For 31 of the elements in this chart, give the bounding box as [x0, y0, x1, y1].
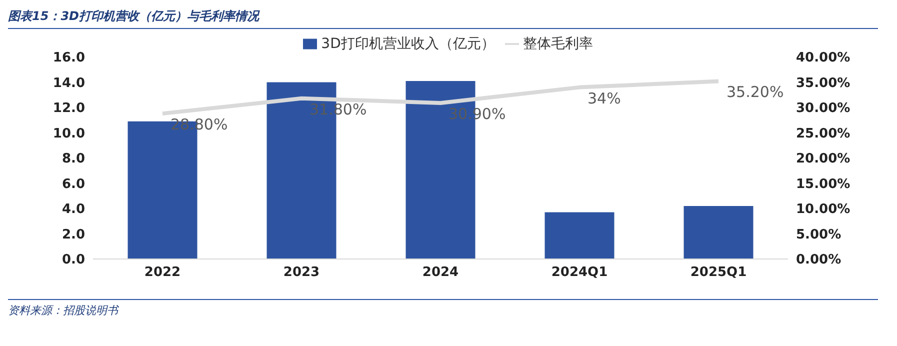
- x-tick-label: 2024: [422, 265, 459, 280]
- y-tick-label: 10.0: [52, 126, 85, 142]
- y2-tick-label: 5.00%: [796, 227, 842, 242]
- chart-title: 图表15：3D打印机营收（亿元）与毛利率情况: [8, 8, 878, 29]
- x-tick-label: 2025Q1: [690, 265, 747, 280]
- data-label: 34%: [588, 89, 621, 108]
- y2-tick-label: 10.00%: [796, 202, 850, 218]
- y-tick-label: 2.0: [62, 227, 85, 242]
- x-tick-label: 2022: [144, 265, 181, 280]
- y2-tick-label: 0.00%: [796, 252, 842, 268]
- y-tick-label: 4.0: [62, 202, 85, 218]
- bar: [684, 206, 754, 259]
- y2-tick-label: 30.00%: [796, 101, 850, 116]
- legend-label: 整体毛利率: [522, 36, 593, 52]
- y2-tick-label: 20.00%: [796, 152, 850, 167]
- y2-tick-label: 35.00%: [796, 76, 850, 91]
- y-tick-label: 14.0: [52, 76, 85, 91]
- legend-label: 3D打印机营业收入（亿元）: [321, 36, 495, 52]
- x-tick-label: 2024Q1: [551, 265, 608, 280]
- y2-tick-label: 25.00%: [796, 126, 850, 142]
- text: 资料来源：招股说明书: [8, 303, 120, 318]
- data-label: 35.20%: [726, 83, 784, 102]
- y-tick-label: 12.0: [52, 101, 85, 116]
- x-tick-label: 2023: [283, 265, 320, 280]
- y-tick-label: 0.0: [62, 252, 85, 268]
- y2-tick-label: 15.00%: [796, 176, 850, 192]
- bar: [544, 212, 614, 259]
- y2-tick-label: 40.00%: [796, 50, 850, 66]
- y-tick-label: 16.0: [52, 50, 85, 66]
- y-tick-label: 6.0: [62, 176, 85, 192]
- y-tick-label: 8.0: [62, 152, 85, 167]
